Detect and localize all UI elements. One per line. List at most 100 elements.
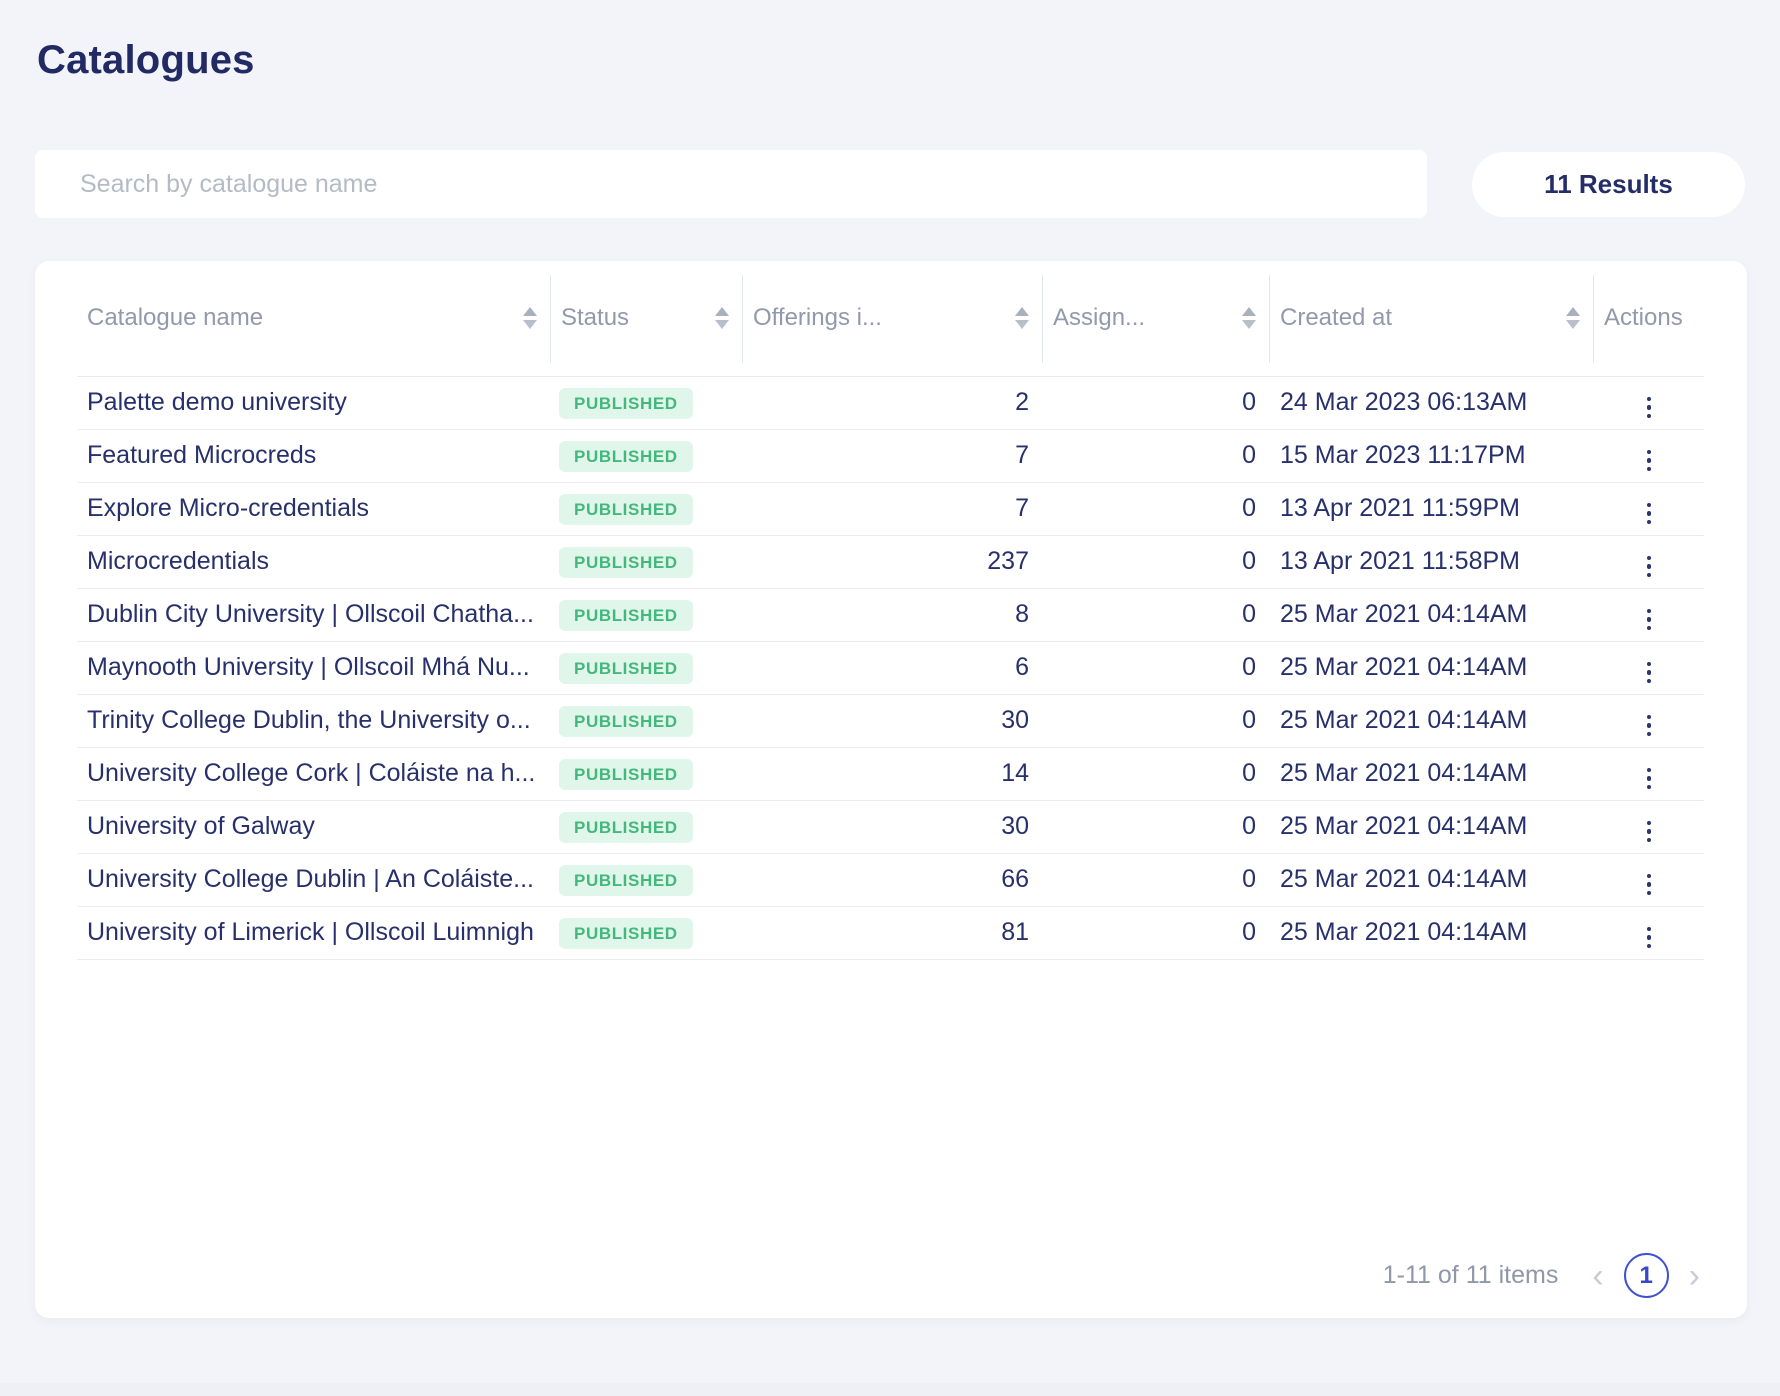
offerings-count-cell: 81 (743, 906, 1043, 960)
next-page-icon[interactable]: › (1688, 1256, 1700, 1295)
table-row: University College Cork | Coláiste na h.… (77, 747, 1704, 801)
column-header-label: Created at (1280, 304, 1393, 332)
table-row: Explore Micro-credentials PUBLISHED 7 0 … (77, 482, 1704, 536)
status-badge: PUBLISHED (559, 493, 693, 525)
row-actions-kebab-button[interactable] (1635, 813, 1664, 851)
table-header-row: Catalogue name Status Offerings i... (77, 261, 1704, 377)
catalogue-name-cell: Microcredentials (77, 535, 551, 589)
catalogues-table-card: Catalogue name Status Offerings i... (35, 261, 1747, 1318)
created-at-cell: 15 Mar 2023 11:17PM (1270, 429, 1594, 483)
offerings-count-cell: 6 (743, 641, 1043, 695)
sort-icon (523, 307, 537, 330)
table-row: Featured Microcreds PUBLISHED 7 0 15 Mar… (77, 429, 1704, 483)
offerings-count-cell: 30 (743, 800, 1043, 854)
results-count-pill: 11 Results (1472, 151, 1745, 217)
page-title: Catalogues (37, 38, 255, 82)
created-at-cell: 13 Apr 2021 11:59PM (1270, 482, 1594, 536)
catalogues-table: Catalogue name Status Offerings i... (77, 261, 1704, 960)
offerings-count-cell: 2 (743, 376, 1043, 430)
row-actions-kebab-button[interactable] (1635, 548, 1664, 586)
assigned-count-cell: 0 (1043, 747, 1270, 801)
column-header-label: Offerings i... (753, 304, 882, 332)
offerings-count-cell: 8 (743, 588, 1043, 642)
assigned-count-cell: 0 (1043, 800, 1270, 854)
assigned-count-cell: 0 (1043, 588, 1270, 642)
column-header-catalogue-name[interactable]: Catalogue name (77, 261, 551, 377)
offerings-count-cell: 14 (743, 747, 1043, 801)
catalogue-name-cell: Palette demo university (77, 376, 551, 430)
status-badge: PUBLISHED (559, 705, 693, 737)
row-actions-kebab-button[interactable] (1635, 654, 1664, 692)
column-header-status[interactable]: Status (551, 261, 743, 377)
column-header-assigned[interactable]: Assign... (1043, 261, 1270, 377)
catalogue-name-cell: Dublin City University | Ollscoil Chatha… (77, 588, 551, 642)
column-header-offerings[interactable]: Offerings i... (743, 261, 1043, 377)
row-actions-kebab-button[interactable] (1635, 601, 1664, 639)
column-header-label: Assign... (1053, 304, 1146, 332)
assigned-count-cell: 0 (1043, 853, 1270, 907)
column-header-actions: Actions (1594, 261, 1704, 377)
status-badge: PUBLISHED (559, 811, 693, 843)
table-row: Dublin City University | Ollscoil Chatha… (77, 588, 1704, 642)
column-header-created-at[interactable]: Created at (1270, 261, 1594, 377)
offerings-count-cell: 7 (743, 482, 1043, 536)
catalogues-page: Catalogues 11 Results Catalogue name (35, 38, 1747, 1318)
offerings-count-cell: 66 (743, 853, 1043, 907)
created-at-cell: 25 Mar 2021 04:14AM (1270, 641, 1594, 695)
sort-icon (1566, 307, 1580, 330)
assigned-count-cell: 0 (1043, 641, 1270, 695)
created-at-cell: 25 Mar 2021 04:14AM (1270, 694, 1594, 748)
assigned-count-cell: 0 (1043, 429, 1270, 483)
pagination-summary: 1-11 of 11 items (1382, 1261, 1559, 1289)
column-header-label: Status (561, 304, 630, 332)
status-badge: PUBLISHED (559, 440, 693, 472)
row-actions-kebab-button[interactable] (1635, 919, 1664, 957)
offerings-count-cell: 7 (743, 429, 1043, 483)
status-badge: PUBLISHED (559, 864, 693, 896)
created-at-cell: 13 Apr 2021 11:58PM (1270, 535, 1594, 589)
status-badge: PUBLISHED (559, 599, 693, 631)
created-at-cell: 25 Mar 2021 04:14AM (1270, 853, 1594, 907)
assigned-count-cell: 0 (1043, 694, 1270, 748)
created-at-cell: 24 Mar 2023 06:13AM (1270, 376, 1594, 430)
row-actions-kebab-button[interactable] (1635, 707, 1664, 745)
page-number-button[interactable]: 1 (1623, 1253, 1669, 1298)
row-actions-kebab-button[interactable] (1635, 866, 1664, 904)
status-badge: PUBLISHED (559, 917, 693, 949)
created-at-cell: 25 Mar 2021 04:14AM (1270, 747, 1594, 801)
sort-icon (1015, 307, 1029, 330)
catalogue-name-cell: University of Galway (77, 800, 551, 854)
status-badge: PUBLISHED (559, 758, 693, 790)
search-input[interactable] (35, 150, 1427, 218)
status-badge: PUBLISHED (559, 546, 693, 578)
sort-icon (1242, 307, 1256, 330)
assigned-count-cell: 0 (1043, 535, 1270, 589)
catalogue-name-cell: University of Limerick | Ollscoil Luimni… (77, 906, 551, 960)
catalogue-name-cell: Maynooth University | Ollscoil Mhá Nu... (77, 641, 551, 695)
table-row: University College Dublin | An Coláiste.… (77, 853, 1704, 907)
row-actions-kebab-button[interactable] (1635, 495, 1664, 533)
row-actions-kebab-button[interactable] (1635, 389, 1664, 427)
pagination: 1-11 of 11 items ‹ 1 › (77, 1253, 1704, 1318)
status-badge: PUBLISHED (559, 652, 693, 684)
table-row: Palette demo university PUBLISHED 2 0 24… (77, 376, 1704, 430)
column-header-label: Catalogue name (87, 304, 264, 332)
catalogue-name-cell: University College Dublin | An Coláiste.… (77, 853, 551, 907)
table-row: Microcredentials PUBLISHED 237 0 13 Apr … (77, 535, 1704, 589)
row-actions-kebab-button[interactable] (1635, 760, 1664, 798)
status-badge: PUBLISHED (559, 387, 693, 419)
toolbar: 11 Results (35, 150, 1745, 218)
previous-page-icon[interactable]: ‹ (1592, 1256, 1604, 1295)
assigned-count-cell: 0 (1043, 376, 1270, 430)
created-at-cell: 25 Mar 2021 04:14AM (1270, 800, 1594, 854)
catalogue-name-cell: Featured Microcreds (77, 429, 551, 483)
sort-icon (715, 307, 729, 330)
created-at-cell: 25 Mar 2021 04:14AM (1270, 588, 1594, 642)
table-row: Maynooth University | Ollscoil Mhá Nu...… (77, 641, 1704, 695)
created-at-cell: 25 Mar 2021 04:14AM (1270, 906, 1594, 960)
table-row: Trinity College Dublin, the University o… (77, 694, 1704, 748)
row-actions-kebab-button[interactable] (1635, 442, 1664, 480)
catalogue-name-cell: Explore Micro-credentials (77, 482, 551, 536)
offerings-count-cell: 30 (743, 694, 1043, 748)
catalogue-name-cell: Trinity College Dublin, the University o… (77, 694, 551, 748)
